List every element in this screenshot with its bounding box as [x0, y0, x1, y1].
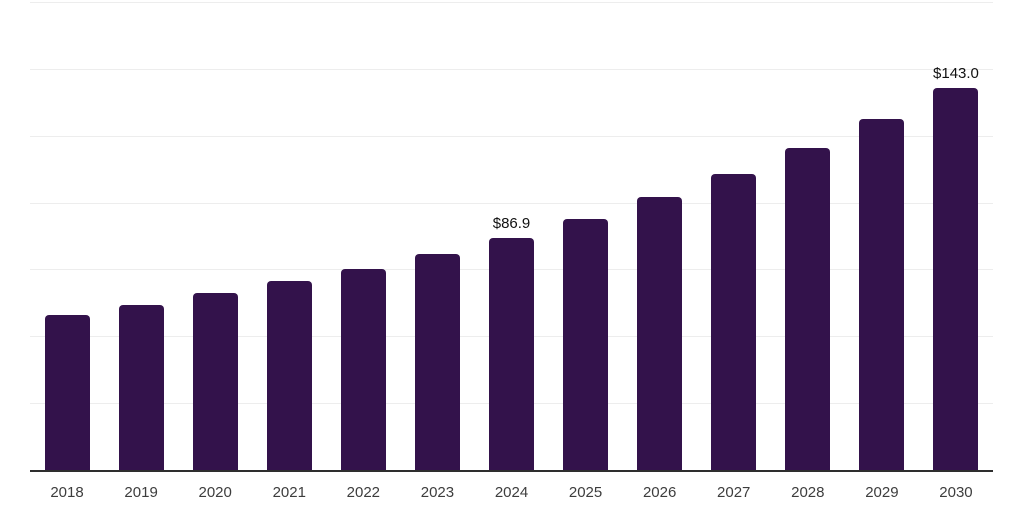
bar-value-label-2030: $143.0 — [933, 64, 979, 82]
x-axis-label-2024: 2024 — [494, 484, 529, 501]
x-axis-label-2023: 2023 — [420, 484, 455, 501]
bar-2026 — [637, 196, 683, 470]
bar-2023 — [414, 253, 460, 470]
x-axis-label-2019: 2019 — [124, 484, 158, 501]
bar-2019 — [118, 304, 164, 470]
bar-2029 — [859, 118, 905, 470]
gridline — [30, 68, 993, 70]
bar-2027 — [711, 173, 757, 470]
x-axis-label-2022: 2022 — [346, 484, 381, 501]
x-axis-label-2030: 2030 — [939, 484, 973, 501]
bar-2022 — [340, 268, 386, 470]
x-axis-label-2021: 2021 — [272, 484, 306, 501]
bar-value-label-2024: $86.9 — [492, 214, 531, 232]
bar-2030 — [933, 87, 979, 470]
x-axis-label-2029: 2029 — [865, 484, 899, 501]
bar-2020 — [192, 293, 238, 470]
bar-2018 — [44, 315, 90, 470]
bar-2028 — [785, 148, 831, 470]
x-axis-line — [30, 470, 993, 472]
bar-2025 — [563, 218, 609, 470]
x-axis-label-2027: 2027 — [717, 484, 751, 501]
x-axis-label-2026: 2026 — [642, 484, 677, 501]
x-axis-label-2020: 2020 — [198, 484, 232, 501]
bar-2024 — [489, 237, 534, 470]
x-axis-label-2018: 2018 — [50, 484, 84, 501]
x-axis-label-2025: 2025 — [568, 484, 603, 501]
gridline — [30, 2, 993, 3]
gridline — [30, 135, 993, 137]
gridline — [30, 202, 993, 204]
bar-2021 — [266, 281, 312, 470]
x-axis-label-2028: 2028 — [791, 484, 825, 501]
